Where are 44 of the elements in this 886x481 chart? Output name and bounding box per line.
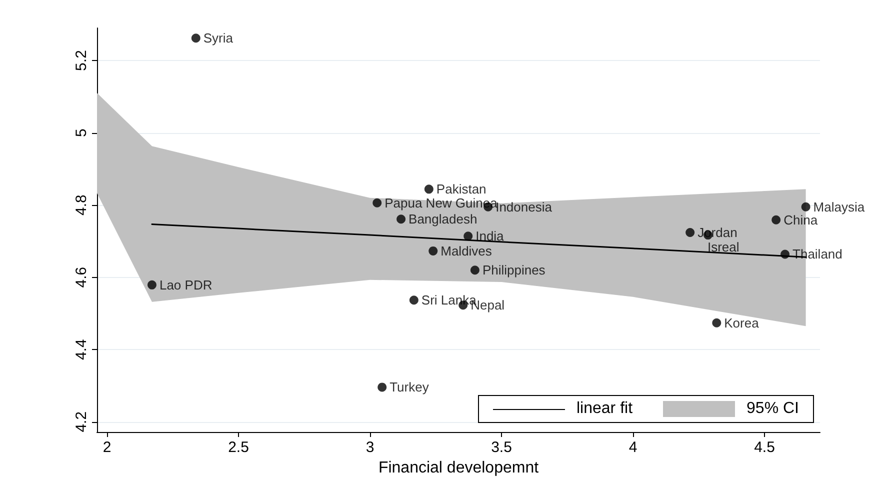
x-tick-label: 3.5	[491, 439, 512, 456]
point	[191, 34, 200, 43]
point	[712, 318, 722, 328]
point	[378, 382, 387, 392]
annotation: 95% CI	[746, 400, 799, 418]
data-label: Isreal	[707, 240, 740, 255]
point	[686, 228, 695, 238]
data-label: Syria	[203, 30, 234, 46]
point	[409, 296, 418, 305]
data-label: Lao PDR	[159, 277, 212, 292]
point	[147, 280, 156, 290]
y-tick-label: 5.2	[73, 50, 90, 71]
data-label: Bangladesh	[408, 212, 478, 227]
data-label: China	[784, 212, 818, 228]
data-label: Malaysia	[813, 199, 866, 214]
data-label: Korea	[724, 315, 760, 330]
data-label: Thailand	[792, 246, 842, 262]
x-tick-label: 4	[628, 439, 638, 456]
point	[424, 184, 434, 194]
x-tick-label: 2	[102, 439, 112, 456]
point	[772, 215, 781, 224]
data-label: Maldives	[440, 243, 492, 258]
x-tick-label: 2.5	[228, 439, 249, 456]
legend-label: linear fit	[576, 400, 633, 418]
point	[428, 246, 438, 256]
point	[464, 232, 473, 241]
y-tick-label: 4.2	[73, 411, 90, 432]
point	[470, 266, 480, 275]
y-tick-label: 4.4	[73, 339, 90, 360]
data-label: Pakistan	[436, 182, 486, 197]
point	[372, 198, 382, 208]
point	[801, 202, 810, 212]
y-tick-label: 5	[73, 128, 90, 137]
y-tick-label: 4.8	[73, 194, 90, 216]
data-label: India	[476, 228, 505, 244]
data-label: Turkey	[390, 380, 430, 395]
x-axis-title: Financial developemnt	[378, 460, 540, 476]
data-label: Philippines	[482, 262, 546, 278]
data-label: Indonesia	[496, 199, 553, 214]
y-tick-label: 4.6	[73, 266, 90, 288]
point	[396, 214, 406, 224]
x-tick-label: 4.5	[754, 439, 775, 456]
point	[780, 250, 790, 259]
x-tick-label: 3	[366, 439, 374, 456]
